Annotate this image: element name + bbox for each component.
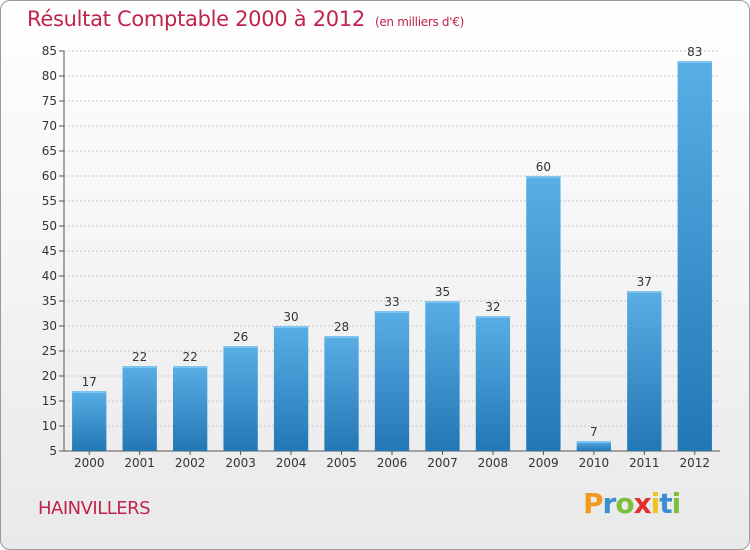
y-tick-label: 35 <box>42 294 57 308</box>
y-tick-label: 20 <box>42 369 57 383</box>
logo-letter: i <box>671 487 682 520</box>
x-tick-label: 2002 <box>175 456 206 470</box>
bar <box>627 291 662 451</box>
bar-highlight <box>576 441 612 443</box>
bar <box>475 316 511 451</box>
bar <box>324 336 359 451</box>
y-tick-label: 30 <box>42 319 57 333</box>
bar <box>122 366 157 451</box>
logo-letter: o <box>615 487 634 520</box>
bar-value-label: 37 <box>637 275 652 289</box>
chart-title: Résultat Comptable 2000 à 2012 (en millie… <box>27 7 464 31</box>
bar-value-label: 22 <box>132 350 147 364</box>
proxiti-logo: Proxiti <box>583 487 682 520</box>
bar-value-label: 33 <box>384 295 399 309</box>
commune-name: HAINVILLERS <box>38 498 151 519</box>
x-tick-label: 2009 <box>528 456 559 470</box>
x-tick-label: 2003 <box>225 456 256 470</box>
bar <box>576 441 612 451</box>
bar <box>273 326 309 451</box>
y-tick-label: 85 <box>42 44 57 58</box>
bar-value-label: 32 <box>485 300 500 314</box>
chart-subtitle: (en milliers d'€) <box>374 15 464 29</box>
bar-value-label: 30 <box>283 310 298 324</box>
bar-highlight <box>172 366 208 368</box>
y-tick-label: 55 <box>42 194 57 208</box>
bar <box>223 346 258 451</box>
y-tick-label: 45 <box>42 244 57 258</box>
logo-letter: r <box>602 487 617 520</box>
bar-highlight <box>324 336 359 338</box>
x-tick-label: 2007 <box>427 456 458 470</box>
bar <box>677 61 712 451</box>
y-tick-label: 70 <box>42 119 57 133</box>
y-tick-label: 5 <box>49 444 57 458</box>
x-tick-label: 2000 <box>74 456 105 470</box>
x-tick-label: 2010 <box>579 456 610 470</box>
bar-highlight <box>677 61 712 63</box>
bar-value-label: 26 <box>233 330 248 344</box>
x-tick-label: 2008 <box>478 456 509 470</box>
bar <box>72 391 107 451</box>
bar-highlight <box>475 316 511 318</box>
bar-highlight <box>273 326 309 328</box>
bar-highlight <box>223 346 258 348</box>
y-tick-label: 15 <box>42 394 57 408</box>
bar <box>374 311 410 451</box>
bar-highlight <box>72 391 107 393</box>
y-tick-label: 75 <box>42 94 57 108</box>
y-tick-label: 50 <box>42 219 57 233</box>
bar <box>526 176 561 451</box>
y-tick-label: 65 <box>42 144 57 158</box>
bar-value-label: 60 <box>536 160 551 174</box>
bar-highlight <box>122 366 157 368</box>
bar-highlight <box>374 311 410 313</box>
bar-highlight <box>627 291 662 293</box>
logo-letter: t <box>659 487 672 520</box>
x-tick-label: 2011 <box>629 456 660 470</box>
bar-highlight <box>526 176 561 178</box>
bar-value-label: 7 <box>590 425 598 439</box>
y-tick-label: 40 <box>42 269 57 283</box>
y-tick-label: 60 <box>42 169 57 183</box>
y-tick-label: 10 <box>42 419 57 433</box>
bar-value-label: 28 <box>334 320 349 334</box>
x-tick-label: 2004 <box>276 456 307 470</box>
bar-value-label: 17 <box>82 375 97 389</box>
x-tick-label: 2012 <box>679 456 710 470</box>
x-tick-label: 2005 <box>326 456 357 470</box>
x-tick-label: 2006 <box>377 456 408 470</box>
logo-letter: i <box>650 487 661 520</box>
bar-value-label: 35 <box>435 285 450 299</box>
bar-value-label: 83 <box>687 45 702 59</box>
y-tick-label: 80 <box>42 69 57 83</box>
bar <box>425 301 460 451</box>
chart-title-text: Résultat Comptable 2000 à 2012 <box>27 7 365 31</box>
logo-letter: x <box>633 487 652 520</box>
logo-letter: P <box>583 487 604 520</box>
bar <box>172 366 208 451</box>
y-tick-label: 25 <box>42 344 57 358</box>
bar-highlight <box>425 301 460 303</box>
bar-value-label: 22 <box>183 350 198 364</box>
x-tick-label: 2001 <box>124 456 155 470</box>
